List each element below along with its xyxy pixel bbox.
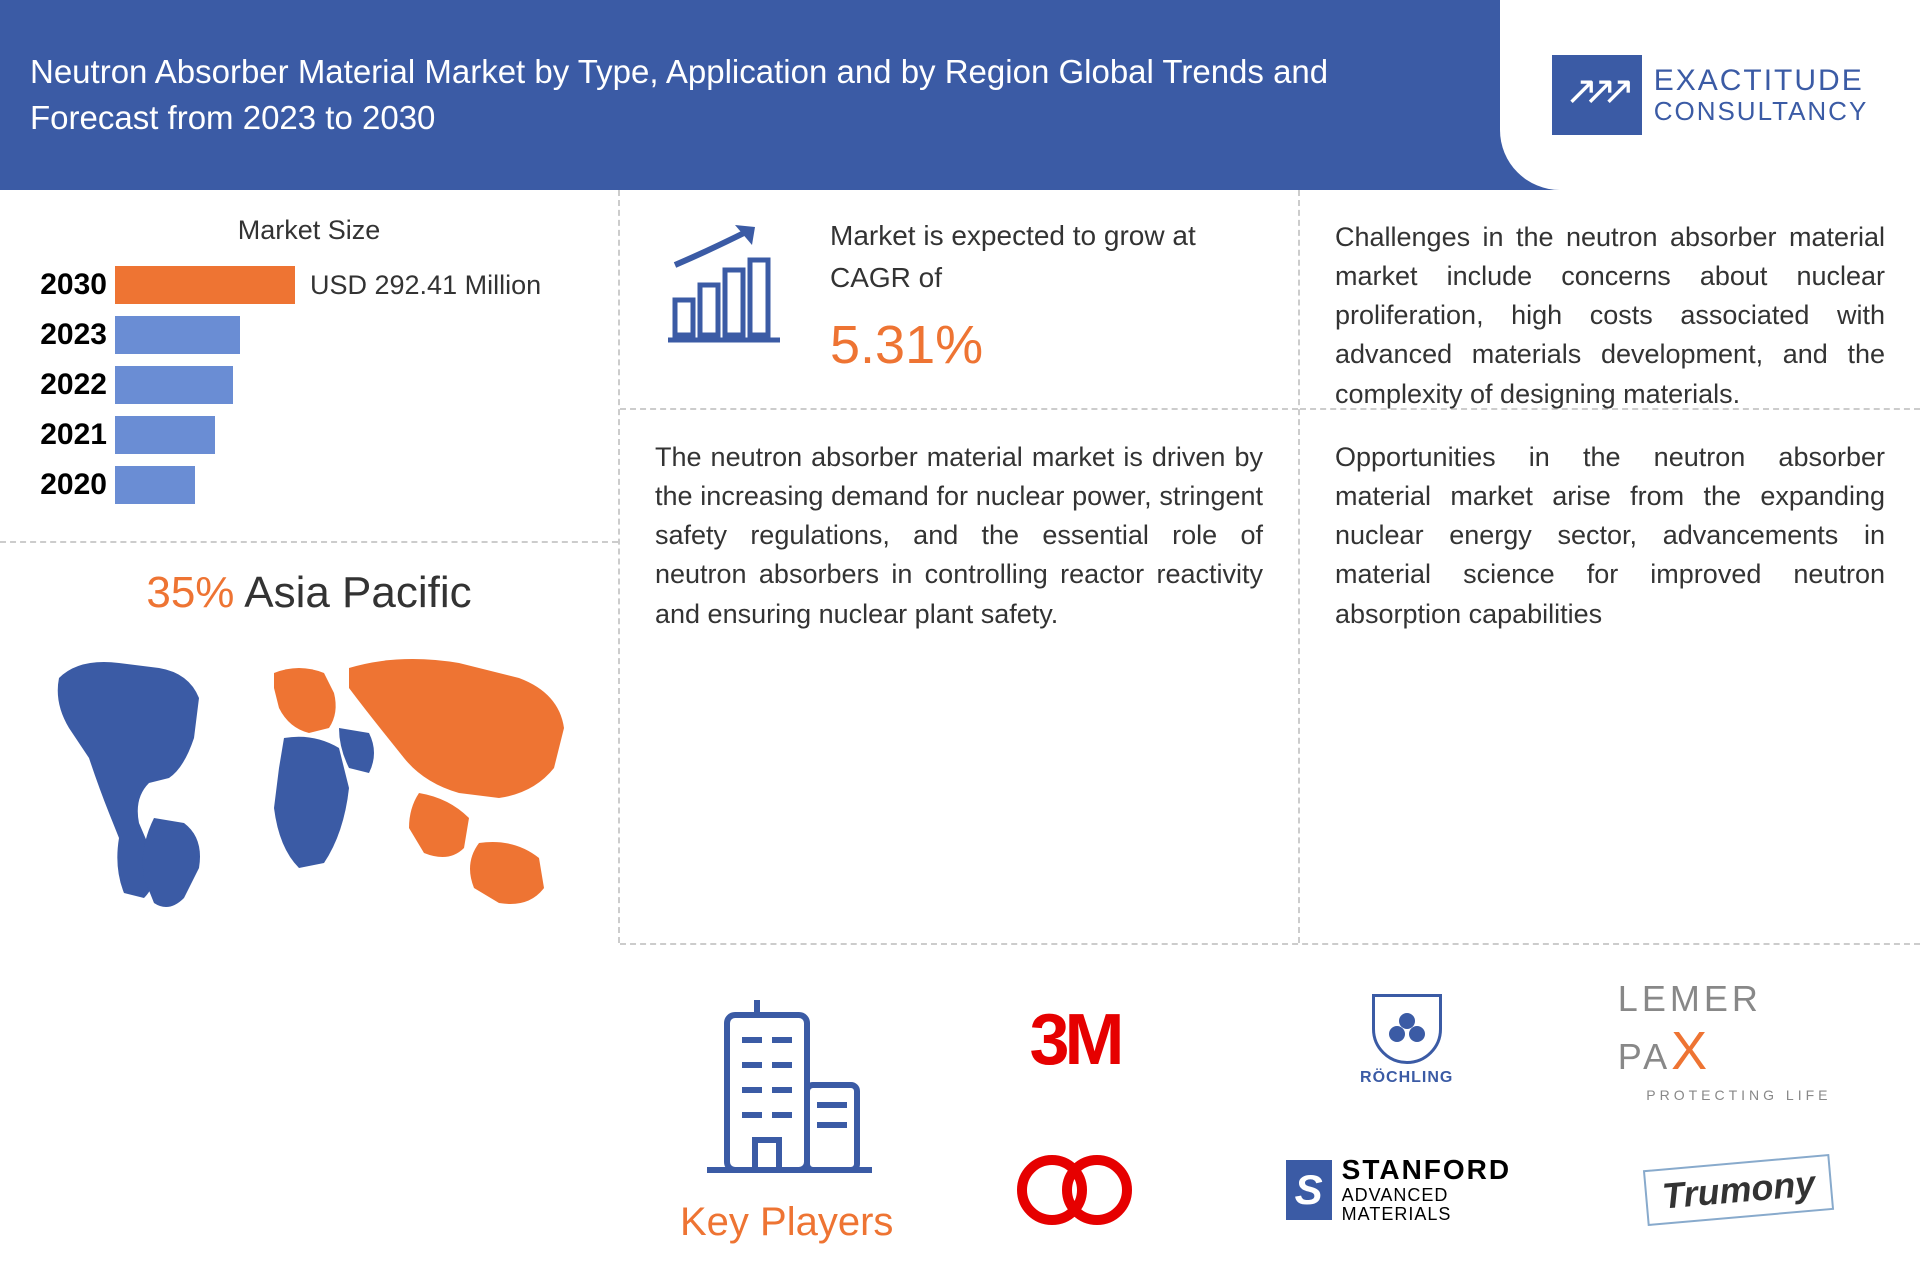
region-panel: 35% Asia Pacific — [0, 543, 618, 943]
market-size-panel: Market Size 2030USD 292.41 Million202320… — [0, 190, 618, 543]
bar-chart: 2030 USD 292.41 Million 2023 2022 2021 2020 — [30, 266, 588, 504]
logo-line1: EXACTITUDE — [1654, 64, 1869, 97]
left-column: Market Size 2030USD 292.41 Million202320… — [0, 190, 620, 943]
logo-text: EXACTITUDE CONSULTANCY — [1654, 64, 1869, 126]
arrows-icon — [1552, 55, 1642, 135]
logo-stanford: S STANFORD ADVANCED MATERIALS — [1286, 1140, 1528, 1240]
bar — [115, 316, 240, 354]
bar — [115, 466, 195, 504]
growth-chart-icon — [660, 215, 800, 345]
logo-trumony: Trumony — [1618, 1140, 1860, 1240]
bar-label: USD 292.41 Million — [310, 270, 541, 301]
cagr-lead: Market is expected to grow at CAGR of — [830, 215, 1258, 299]
shield-icon — [1372, 994, 1442, 1064]
bar-year: 2020 — [30, 468, 115, 502]
market-size-title: Market Size — [30, 215, 588, 246]
logo-circles — [953, 1140, 1195, 1240]
region-percent: 35% — [146, 568, 234, 617]
bar-year: 2030 — [30, 268, 115, 302]
bar-year: 2023 — [30, 318, 115, 352]
bar-row: 2022 — [30, 366, 588, 404]
header: Neutron Absorber Material Market by Type… — [0, 0, 1920, 190]
s-icon: S — [1286, 1160, 1332, 1220]
middle-column: Market is expected to grow at CAGR of 5.… — [620, 190, 1300, 943]
building-icon — [687, 985, 887, 1185]
key-players-title: Key Players — [680, 1200, 893, 1245]
drivers-text: The neutron absorber material market is … — [620, 410, 1298, 670]
region-title: 35% Asia Pacific — [30, 568, 588, 618]
bar — [115, 266, 295, 304]
logo-rochling: RÖCHLING — [1286, 990, 1528, 1090]
key-players-heading: Key Players — [680, 985, 893, 1245]
bar-row: 2030 USD 292.41 Million — [30, 266, 588, 304]
region-name: Asia Pacific — [244, 568, 471, 617]
challenges-text: Challenges in the neutron absorber mater… — [1300, 190, 1920, 410]
bar-row: 2023 — [30, 316, 588, 354]
key-players-grid: 3M RÖCHLING LEMER PAX PROTECTING LIFE — [953, 990, 1860, 1240]
bar-year: 2021 — [30, 418, 115, 452]
company-logo: EXACTITUDE CONSULTANCY — [1552, 55, 1869, 135]
cagr-text-block: Market is expected to grow at CAGR of 5.… — [830, 215, 1258, 376]
key-players-panel: Key Players 3M RÖCHLING LEMER PAX PROTEC… — [620, 943, 1920, 1285]
bar — [115, 366, 233, 404]
logo-box: EXACTITUDE CONSULTANCY — [1500, 0, 1920, 190]
cagr-panel: Market is expected to grow at CAGR of 5.… — [620, 190, 1298, 410]
world-map — [39, 638, 579, 918]
bar — [115, 416, 215, 454]
page-title: Neutron Absorber Material Market by Type… — [30, 49, 1430, 141]
opportunities-text: Opportunities in the neutron absorber ma… — [1300, 410, 1920, 670]
cagr-value: 5.31% — [830, 314, 1258, 376]
right-column: Challenges in the neutron absorber mater… — [1300, 190, 1920, 943]
bar-row: 2020 — [30, 466, 588, 504]
logo-3m: 3M — [953, 990, 1195, 1090]
logo-lemerpax: LEMER PAX PROTECTING LIFE — [1618, 990, 1860, 1090]
main-grid: Market Size 2030USD 292.41 Million202320… — [0, 190, 1920, 1080]
map-icon — [39, 638, 579, 918]
bar-year: 2022 — [30, 368, 115, 402]
logo-line2: CONSULTANCY — [1654, 97, 1869, 126]
bar-row: 2021 — [30, 416, 588, 454]
